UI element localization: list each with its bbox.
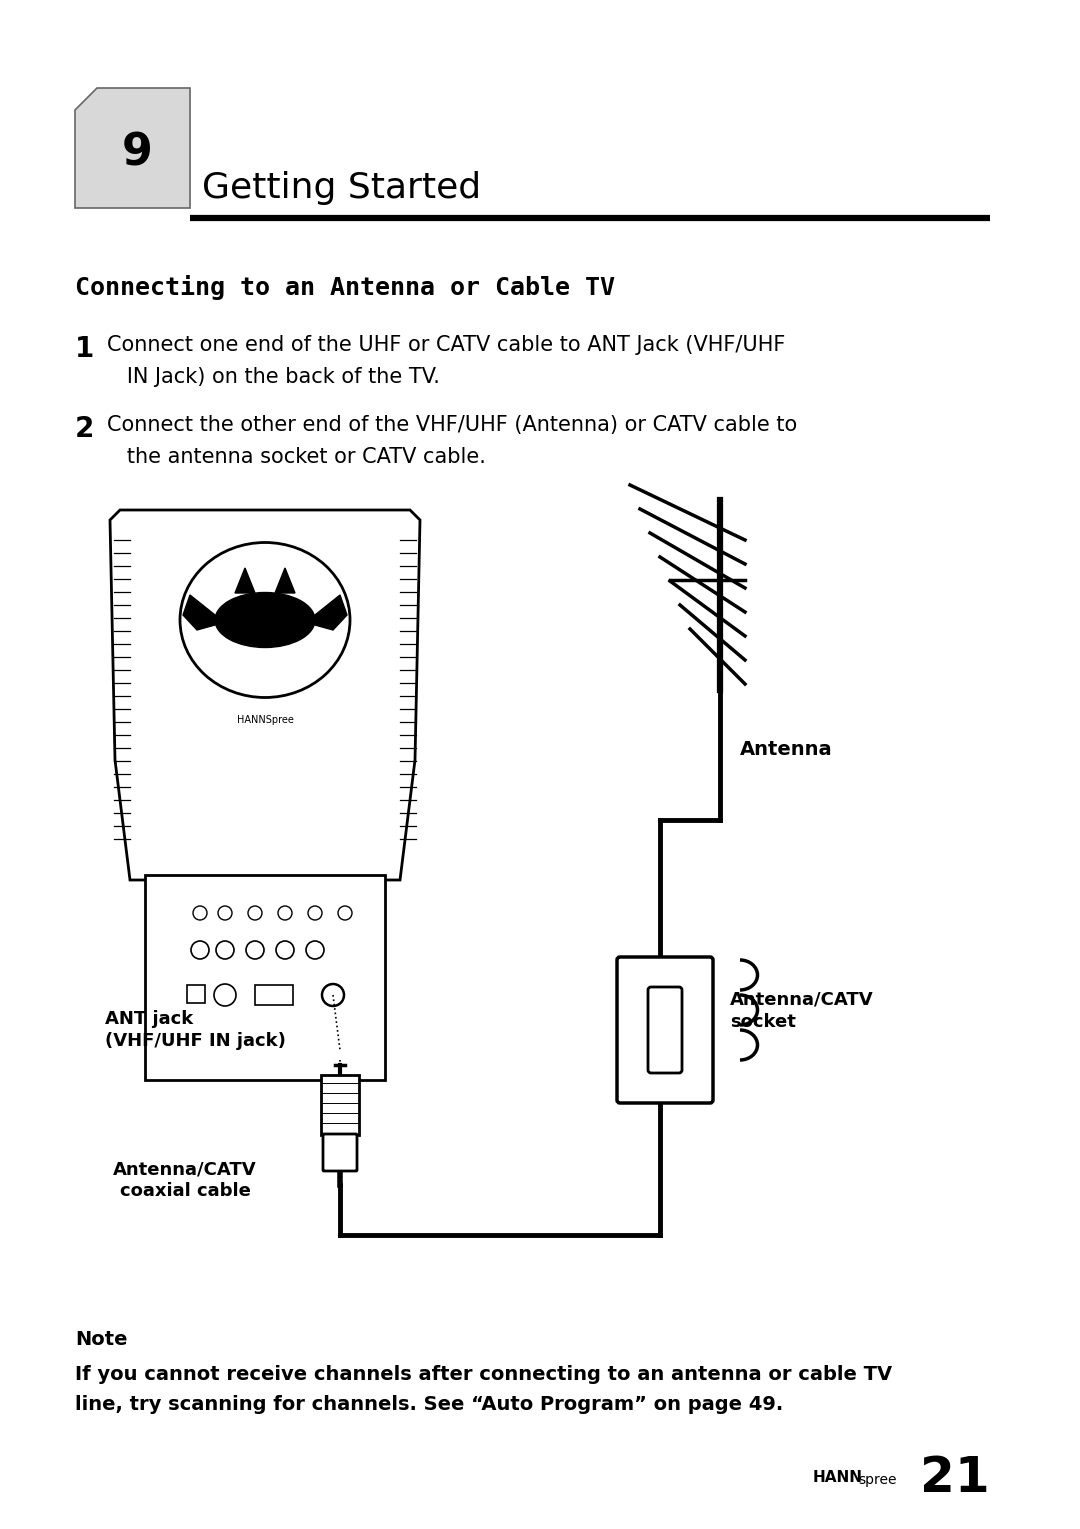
Polygon shape — [235, 567, 255, 593]
Polygon shape — [315, 595, 347, 630]
FancyBboxPatch shape — [617, 957, 713, 1102]
Text: Connect the other end of the VHF/UHF (Antenna) or CATV cable to: Connect the other end of the VHF/UHF (An… — [107, 414, 797, 434]
Circle shape — [276, 940, 294, 959]
FancyBboxPatch shape — [187, 985, 205, 1003]
Text: the antenna socket or CATV cable.: the antenna socket or CATV cable. — [107, 446, 486, 466]
Text: 2: 2 — [75, 414, 94, 443]
Text: Note: Note — [75, 1330, 127, 1349]
Text: (VHF/UHF IN jack): (VHF/UHF IN jack) — [105, 1032, 286, 1050]
Text: Antenna/CATV: Antenna/CATV — [730, 989, 874, 1008]
Polygon shape — [110, 511, 420, 881]
Circle shape — [191, 940, 210, 959]
Ellipse shape — [180, 543, 350, 697]
FancyBboxPatch shape — [255, 985, 293, 1005]
Circle shape — [246, 940, 264, 959]
Circle shape — [338, 907, 352, 920]
Circle shape — [214, 985, 237, 1006]
Text: 21: 21 — [920, 1454, 989, 1501]
Circle shape — [278, 907, 292, 920]
Text: 9: 9 — [122, 131, 153, 174]
Text: HANN: HANN — [813, 1471, 863, 1486]
Text: spree: spree — [858, 1472, 896, 1488]
Text: HANNSpree: HANNSpree — [237, 716, 294, 725]
FancyBboxPatch shape — [145, 875, 384, 1079]
Text: Connect one end of the UHF or CATV cable to ANT Jack (VHF/UHF: Connect one end of the UHF or CATV cable… — [107, 335, 785, 355]
Text: If you cannot receive channels after connecting to an antenna or cable TV: If you cannot receive channels after con… — [75, 1365, 892, 1384]
Text: Antenna: Antenna — [740, 740, 833, 758]
Text: Connecting to an Antenna or Cable TV: Connecting to an Antenna or Cable TV — [75, 275, 615, 300]
FancyBboxPatch shape — [321, 1075, 359, 1135]
Circle shape — [308, 907, 322, 920]
Text: ANT jack: ANT jack — [105, 1011, 193, 1027]
Circle shape — [248, 907, 262, 920]
Text: Antenna/CATV: Antenna/CATV — [113, 1161, 257, 1177]
Text: Getting Started: Getting Started — [202, 171, 481, 205]
Polygon shape — [275, 567, 295, 593]
Text: IN Jack) on the back of the TV.: IN Jack) on the back of the TV. — [107, 367, 440, 387]
Ellipse shape — [215, 593, 315, 647]
Circle shape — [216, 940, 234, 959]
Circle shape — [193, 907, 207, 920]
Circle shape — [218, 907, 232, 920]
FancyBboxPatch shape — [323, 1135, 357, 1171]
Polygon shape — [75, 89, 190, 208]
Circle shape — [306, 940, 324, 959]
Text: socket: socket — [730, 1014, 796, 1031]
Text: line, try scanning for channels. See “Auto Program” on page 49.: line, try scanning for channels. See “Au… — [75, 1394, 783, 1414]
Circle shape — [322, 985, 345, 1006]
Text: coaxial cable: coaxial cable — [120, 1182, 251, 1200]
Polygon shape — [183, 595, 215, 630]
Text: 1: 1 — [75, 335, 94, 362]
FancyBboxPatch shape — [648, 988, 681, 1073]
